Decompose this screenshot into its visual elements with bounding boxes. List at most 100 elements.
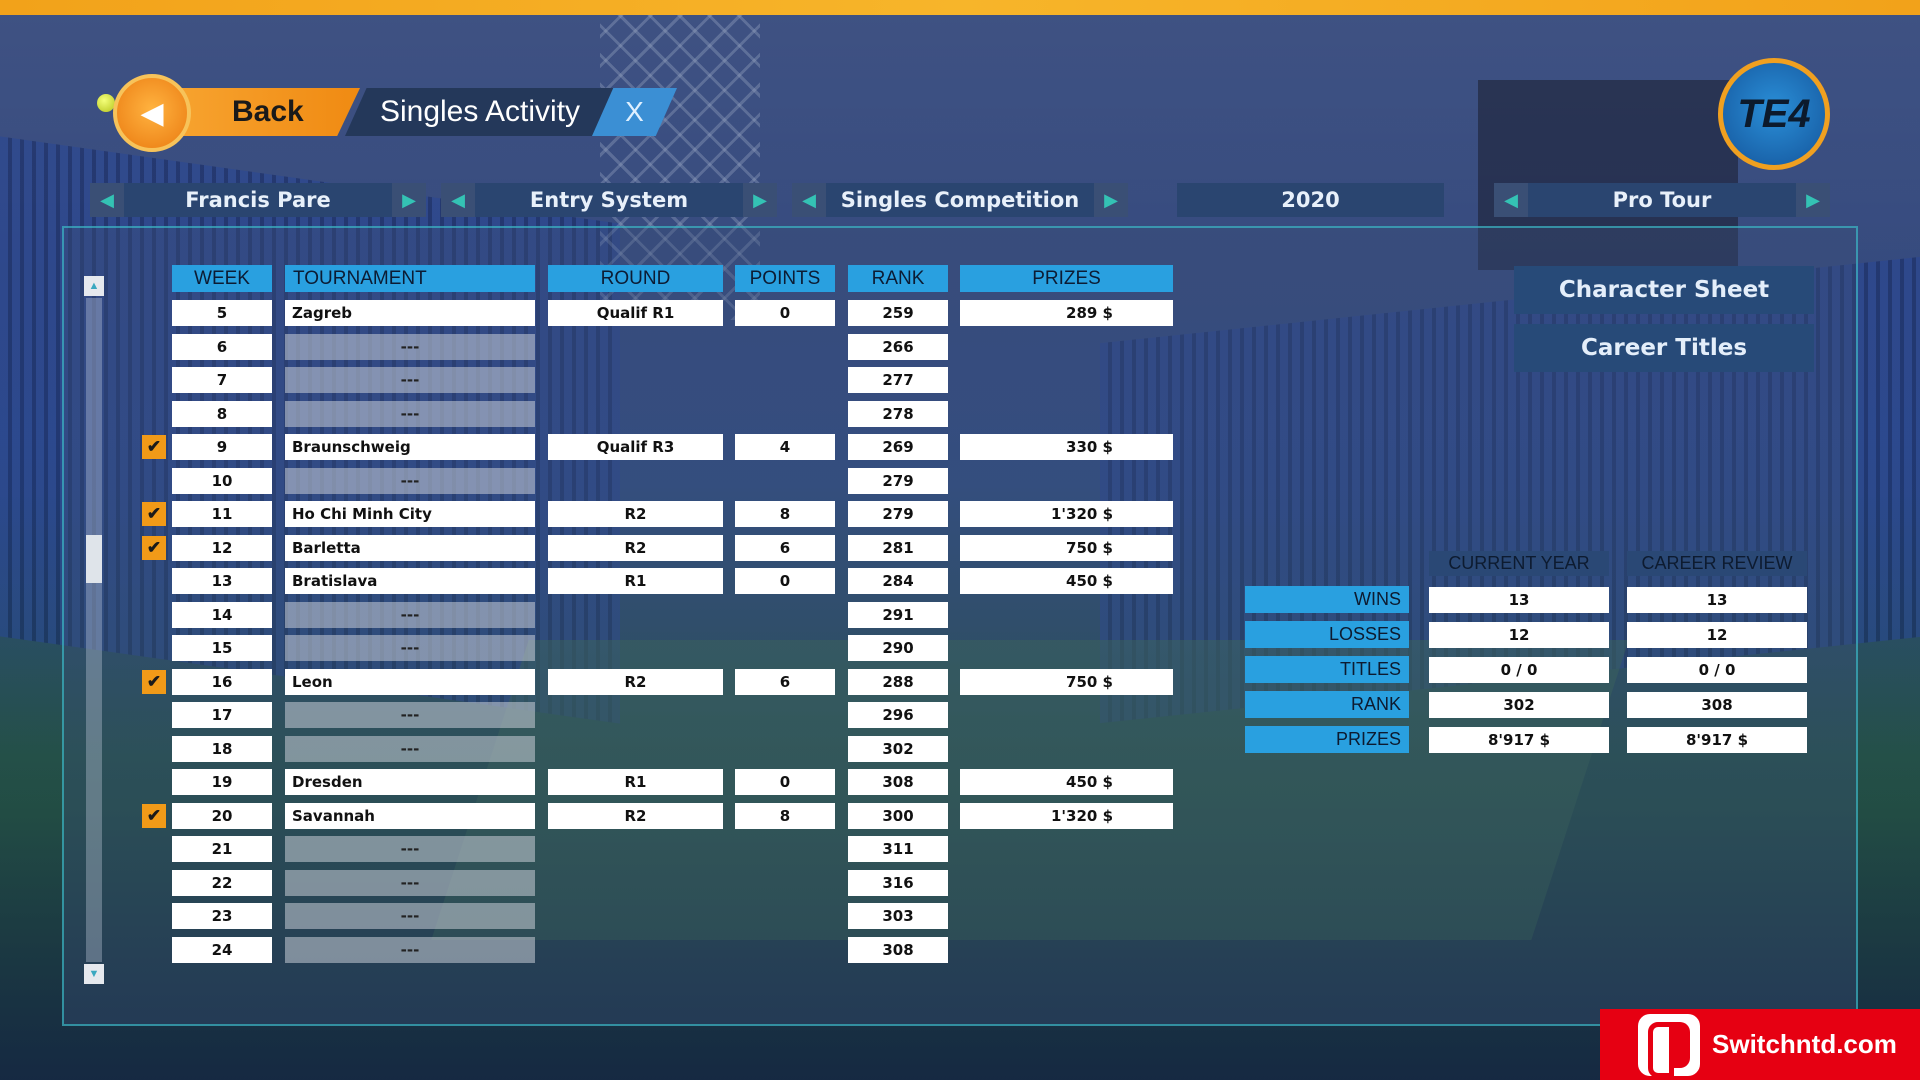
cell-tournament: ---: [285, 836, 535, 862]
watermark: Switchntd.com: [1600, 1009, 1920, 1080]
cell-rank: 300: [848, 803, 948, 829]
competition-selector: ◀ Singles Competition ▶: [792, 183, 1128, 217]
checkmark-icon: ✔: [142, 435, 166, 459]
game-logo: TE4: [1718, 58, 1830, 170]
cell-rank: 279: [848, 501, 948, 527]
cell-tournament: ---: [285, 702, 535, 728]
cell-rank: 284: [848, 568, 948, 594]
stat-career-review: 8'917 $: [1627, 727, 1807, 753]
cell-tournament: ---: [285, 401, 535, 427]
stat-career-review: 12: [1627, 622, 1807, 648]
scroll-up-icon[interactable]: ▲: [84, 276, 104, 296]
arrow-right-icon[interactable]: ▶: [1796, 183, 1830, 217]
career-titles-button[interactable]: Career Titles: [1514, 324, 1814, 372]
back-button[interactable]: Back: [170, 88, 360, 136]
cell-tournament: ---: [285, 937, 535, 963]
cell-tournament: Zagreb: [285, 300, 535, 326]
cell-week: 17: [172, 702, 272, 728]
cell-prizes: 1'320 $: [960, 501, 1173, 527]
tour-value: Pro Tour: [1528, 183, 1796, 217]
cell-tournament: Leon: [285, 669, 535, 695]
cell-round: R2: [548, 669, 723, 695]
cell-round: R2: [548, 535, 723, 561]
cell-tournament: ---: [285, 903, 535, 929]
cell-week: 10: [172, 468, 272, 494]
cell-rank: 288: [848, 669, 948, 695]
stat-label: RANK: [1245, 691, 1409, 718]
back-arrow-icon[interactable]: ◀: [113, 74, 191, 152]
cell-round: R2: [548, 803, 723, 829]
cell-week: 5: [172, 300, 272, 326]
arrow-right-icon[interactable]: ▶: [743, 183, 777, 217]
cell-tournament: Braunschweig: [285, 434, 535, 460]
cell-week: 24: [172, 937, 272, 963]
cell-rank: 277: [848, 367, 948, 393]
column-header-rank: RANK: [848, 265, 948, 292]
page-title: Singles Activity: [345, 88, 615, 136]
cell-week: 8: [172, 401, 272, 427]
scrollbar-thumb[interactable]: [86, 535, 102, 583]
cell-rank: 290: [848, 635, 948, 661]
arrow-left-icon[interactable]: ◀: [792, 183, 826, 217]
watermark-text: Switchntd.com: [1712, 1029, 1897, 1059]
arrow-right-icon[interactable]: ▶: [392, 183, 426, 217]
scrollbar-track[interactable]: [86, 298, 102, 962]
character-sheet-button[interactable]: Character Sheet: [1514, 266, 1814, 314]
checkmark-icon: ✔: [142, 670, 166, 694]
cell-rank: 278: [848, 401, 948, 427]
player-value: Francis Pare: [124, 183, 392, 217]
stat-current-year: 0 / 0: [1429, 657, 1609, 683]
cell-points: 8: [735, 803, 835, 829]
cell-tournament: ---: [285, 602, 535, 628]
player-selector: ◀ Francis Pare ▶: [90, 183, 426, 217]
cell-week: 21: [172, 836, 272, 862]
column-header-round: ROUND: [548, 265, 723, 292]
cell-rank: 308: [848, 769, 948, 795]
cell-tournament: ---: [285, 736, 535, 762]
cell-tournament: Ho Chi Minh City: [285, 501, 535, 527]
cell-round: Qualif R3: [548, 434, 723, 460]
cell-rank: 303: [848, 903, 948, 929]
cell-prizes: 289 $: [960, 300, 1173, 326]
cell-prizes: 450 $: [960, 568, 1173, 594]
cell-rank: 266: [848, 334, 948, 360]
top-accent-bar: [0, 0, 1920, 15]
cell-tournament: ---: [285, 367, 535, 393]
stat-label: TITLES: [1245, 656, 1409, 683]
arrow-left-icon[interactable]: ◀: [441, 183, 475, 217]
stats-header-current-year: CURRENT YEAR: [1429, 551, 1609, 576]
cell-rank: 316: [848, 870, 948, 896]
year-value: 2020: [1177, 183, 1444, 217]
cell-tournament: Bratislava: [285, 568, 535, 594]
scroll-down-icon[interactable]: ▼: [84, 964, 104, 984]
competition-value: Singles Competition: [826, 183, 1094, 217]
cell-week: 20: [172, 803, 272, 829]
stats-header-career-review: CAREER REVIEW: [1627, 551, 1807, 576]
cell-week: 12: [172, 535, 272, 561]
cell-tournament: ---: [285, 468, 535, 494]
cell-prizes: 750 $: [960, 535, 1173, 561]
stadium-scoreboard: [1478, 80, 1738, 270]
cell-prizes: 1'320 $: [960, 803, 1173, 829]
cell-points: 0: [735, 300, 835, 326]
cell-week: 18: [172, 736, 272, 762]
arrow-left-icon[interactable]: ◀: [1494, 183, 1528, 217]
cell-tournament: ---: [285, 334, 535, 360]
cell-round: R2: [548, 501, 723, 527]
cell-rank: 308: [848, 937, 948, 963]
arrow-right-icon[interactable]: ▶: [1094, 183, 1128, 217]
stat-current-year: 302: [1429, 692, 1609, 718]
entry-system-selector: ◀ Entry System ▶: [441, 183, 777, 217]
year-selector[interactable]: 2020: [1177, 183, 1444, 217]
switch-logo-icon: [1638, 1013, 1700, 1078]
cell-rank: 302: [848, 736, 948, 762]
column-header-points: POINTS: [735, 265, 835, 292]
cell-points: 0: [735, 568, 835, 594]
arrow-left-icon[interactable]: ◀: [90, 183, 124, 217]
column-header-tournament: TOURNAMENT: [285, 265, 535, 292]
cell-round: Qualif R1: [548, 300, 723, 326]
stat-label: PRIZES: [1245, 726, 1409, 753]
cell-rank: 281: [848, 535, 948, 561]
stat-current-year: 12: [1429, 622, 1609, 648]
stat-current-year: 8'917 $: [1429, 727, 1609, 753]
